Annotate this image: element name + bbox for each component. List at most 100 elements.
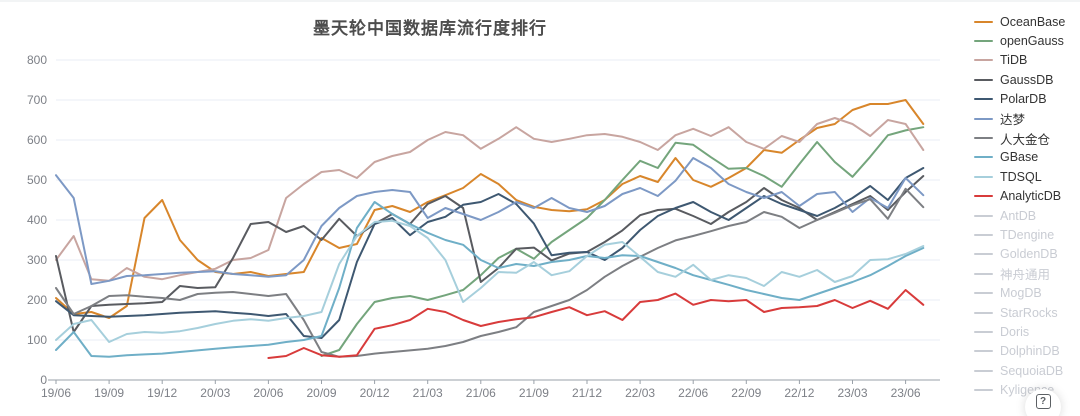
legend-item-DolphinDB[interactable]: DolphinDB xyxy=(974,342,1065,361)
x-axis-label-19/12: 19/12 xyxy=(147,386,177,400)
legend-item-openGauss[interactable]: openGauss xyxy=(974,31,1065,50)
legend-item-GaussDB[interactable]: GaussDB xyxy=(974,70,1065,89)
legend-label: 神舟通用 xyxy=(1000,268,1051,283)
x-axis-label-20/12: 20/12 xyxy=(360,386,390,400)
legend-swatch-icon xyxy=(974,389,993,392)
legend-swatch-icon xyxy=(974,272,993,275)
legend-item-TiDB[interactable]: TiDB xyxy=(974,51,1065,70)
legend-swatch-icon xyxy=(974,98,993,101)
series-line-GBase xyxy=(55,201,925,358)
y-axis-label-600: 600 xyxy=(27,133,47,147)
series-line-AnalyticDB xyxy=(267,289,925,359)
series-line-openGauss xyxy=(320,126,925,357)
legend-swatch-icon xyxy=(974,350,993,353)
legend-label: OceanBase xyxy=(1000,14,1066,29)
y-axis-label-400: 400 xyxy=(27,213,47,227)
legend-item-达梦[interactable]: 达梦 xyxy=(974,109,1065,128)
legend-item-神舟通用[interactable]: 神舟通用 xyxy=(974,264,1065,283)
help-button[interactable]: ? xyxy=(1025,389,1061,416)
legend-swatch-icon xyxy=(974,233,993,236)
legend-label: 人大金仓 xyxy=(1000,132,1051,147)
legend-label: DolphinDB xyxy=(1000,344,1060,359)
legend-swatch-icon xyxy=(974,78,993,81)
legend-item-GBase[interactable]: GBase xyxy=(974,148,1065,167)
legend-label: openGauss xyxy=(1000,34,1064,49)
question-mark-icon: ? xyxy=(1035,394,1051,409)
legend-label: SequoiaDB xyxy=(1000,363,1064,378)
legend-swatch-icon xyxy=(974,253,993,256)
legend-label: 达梦 xyxy=(1000,113,1026,128)
legend-item-PolarDB[interactable]: PolarDB xyxy=(974,90,1065,109)
x-axis-label-21/12: 21/12 xyxy=(572,386,602,400)
legend-item-SequoiaDB[interactable]: SequoiaDB xyxy=(974,361,1065,380)
x-axis-label-21/06: 21/06 xyxy=(466,386,496,400)
x-axis-label-22/12: 22/12 xyxy=(784,386,814,400)
legend-item-TDSQL[interactable]: TDSQL xyxy=(974,167,1065,186)
x-axis-label-22/03: 22/03 xyxy=(625,386,655,400)
x-axis-label-23/06: 23/06 xyxy=(891,386,921,400)
chart-title: 墨天轮中国数据库流行度排行 xyxy=(313,19,547,38)
y-axis-label-800: 800 xyxy=(27,53,47,67)
legend-label: GBase xyxy=(1000,150,1039,165)
legend-label: AntDB xyxy=(1000,208,1037,223)
legend-swatch-icon xyxy=(974,195,993,198)
y-axis-label-100: 100 xyxy=(27,333,47,347)
legend-label: TDengine xyxy=(1000,227,1055,242)
legend-swatch-icon xyxy=(974,175,993,178)
legend-swatch-icon xyxy=(974,59,993,62)
x-axis-label-20/06: 20/06 xyxy=(253,386,283,400)
legend-label: TiDB xyxy=(1000,53,1028,68)
legend-item-TDengine[interactable]: TDengine xyxy=(974,225,1065,244)
y-axis-label-300: 300 xyxy=(27,253,47,267)
x-axis-label-21/03: 21/03 xyxy=(413,386,443,400)
x-axis-label-22/09: 22/09 xyxy=(731,386,761,400)
series-line-PolarDB xyxy=(55,167,925,339)
legend-label: MogDB xyxy=(1000,286,1042,301)
legend-label: AnalyticDB xyxy=(1000,189,1062,204)
y-axis-label-700: 700 xyxy=(27,93,47,107)
x-axis-label-19/06: 19/06 xyxy=(41,386,71,400)
legend-swatch-icon xyxy=(974,156,993,159)
series-line-OceanBase xyxy=(55,99,925,319)
x-axis-label-19/09: 19/09 xyxy=(94,386,124,400)
legend-swatch-icon xyxy=(974,369,993,372)
series-line-达梦 xyxy=(55,157,925,285)
legend-item-Doris[interactable]: Doris xyxy=(974,322,1065,341)
legend-label: PolarDB xyxy=(1000,92,1047,107)
y-axis-label-0: 0 xyxy=(40,373,47,387)
series-line-GaussDB xyxy=(55,175,925,333)
legend-swatch-icon xyxy=(974,117,993,120)
legend-item-AnalyticDB[interactable]: AnalyticDB xyxy=(974,187,1065,206)
legend-swatch-icon xyxy=(974,330,993,333)
x-axis-label-20/09: 20/09 xyxy=(306,386,336,400)
legend-swatch-icon xyxy=(974,40,993,43)
x-axis-label-23/03: 23/03 xyxy=(837,386,867,400)
y-axis-label-500: 500 xyxy=(27,173,47,187)
x-axis-label-22/06: 22/06 xyxy=(678,386,708,400)
legend-swatch-icon xyxy=(974,20,993,23)
legend-swatch-icon xyxy=(974,311,993,314)
legend-swatch-icon xyxy=(974,214,993,217)
legend-label: TDSQL xyxy=(1000,169,1042,184)
legend-item-人大金仓[interactable]: 人大金仓 xyxy=(974,128,1065,147)
popularity-line-chart: 0 100 200 300 400 500 600 700 800 19/06 19/09 19/12… xyxy=(27,53,940,400)
legend-swatch-icon xyxy=(974,137,993,140)
series-line-人大金仓 xyxy=(55,187,925,358)
legend-swatch-icon xyxy=(974,292,993,295)
legend-item-MogDB[interactable]: MogDB xyxy=(974,283,1065,302)
legend-label: StarRocks xyxy=(1000,305,1058,320)
legend-item-OceanBase[interactable]: OceanBase xyxy=(974,12,1065,31)
y-axis-label-200: 200 xyxy=(27,293,47,307)
chart-legend: OceanBase openGauss TiDB GaussDB PolarDB 达梦人大… xyxy=(974,12,1065,400)
legend-label: Doris xyxy=(1000,324,1030,339)
legend-item-GoldenDB[interactable]: GoldenDB xyxy=(974,245,1065,264)
legend-label: GaussDB xyxy=(1000,72,1054,87)
x-axis-label-20/03: 20/03 xyxy=(200,386,230,400)
legend-item-AntDB[interactable]: AntDB xyxy=(974,206,1065,225)
series-line-TiDB xyxy=(55,117,925,282)
x-axis-label-21/09: 21/09 xyxy=(519,386,549,400)
legend-item-StarRocks[interactable]: StarRocks xyxy=(974,303,1065,322)
legend-label: GoldenDB xyxy=(1000,247,1058,262)
series-line-TDSQL xyxy=(55,219,925,343)
